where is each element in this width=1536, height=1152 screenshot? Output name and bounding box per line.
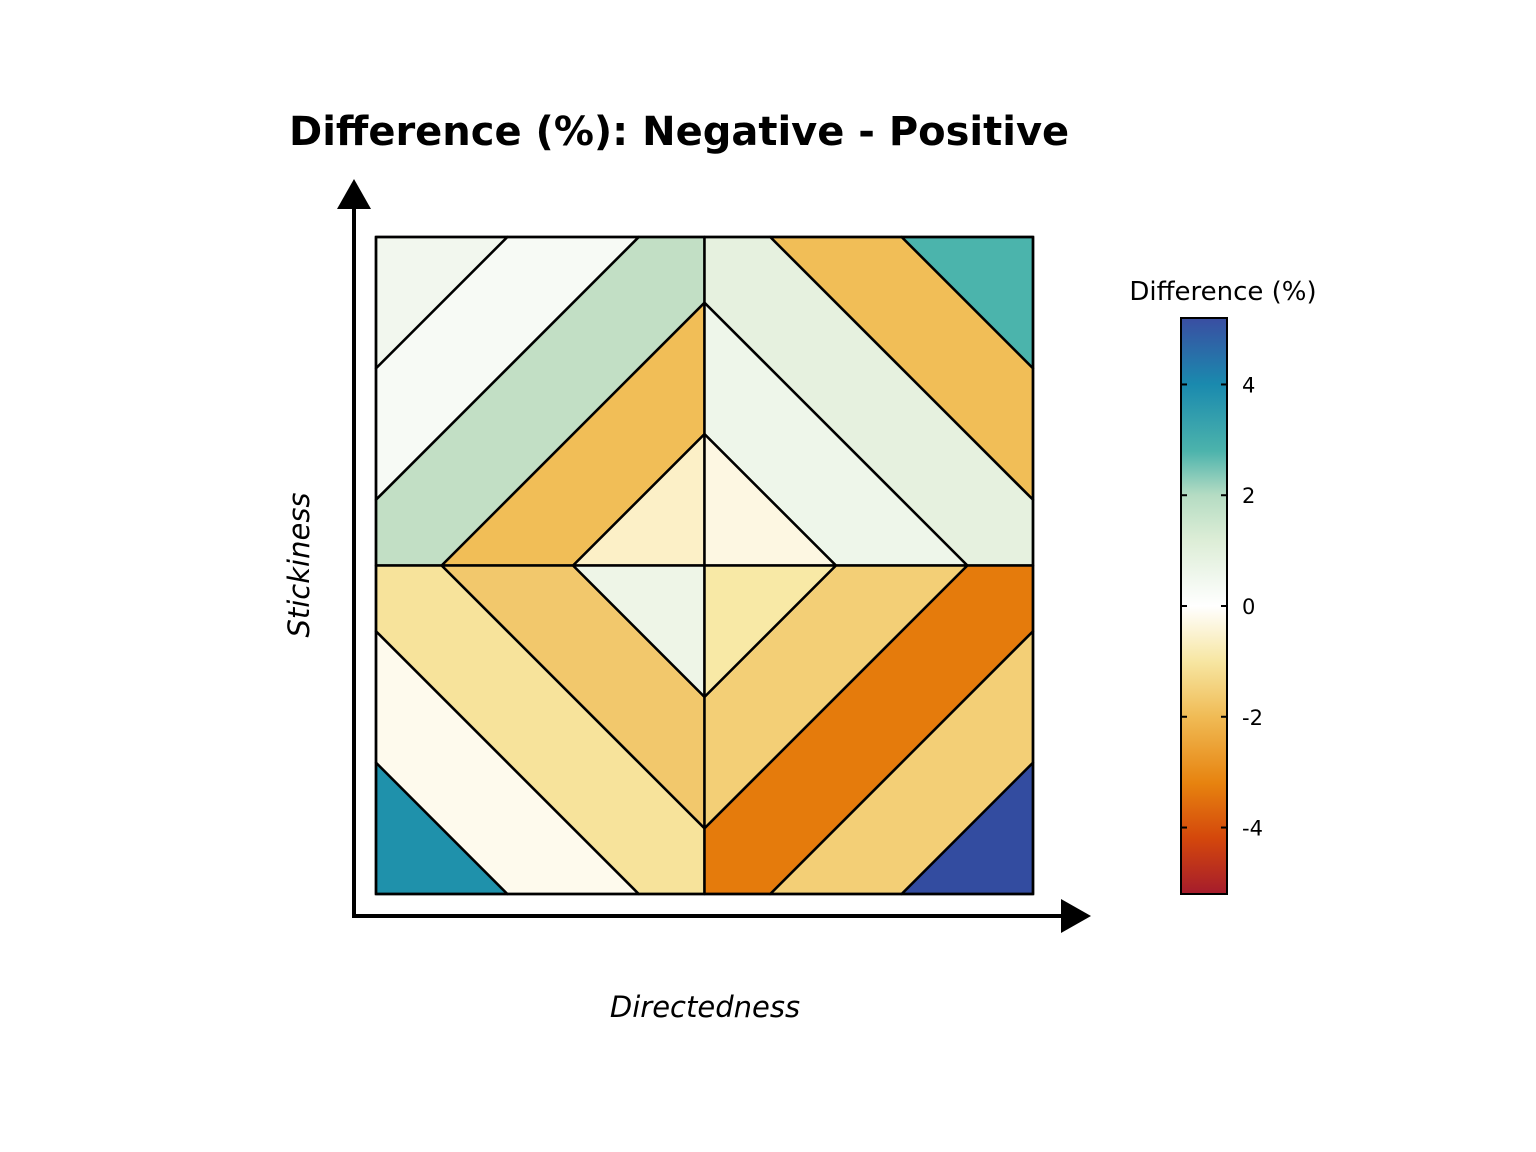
axis-arrows <box>337 179 1091 933</box>
heatmap-cells <box>374 235 1035 896</box>
x-axis-arrowhead <box>1061 899 1091 933</box>
heatmap-band-bottom-right-5 <box>703 564 838 699</box>
legend-title: Difference (%) <box>1129 277 1316 307</box>
y-axis-arrowhead <box>337 179 371 209</box>
colorbar-tick-label: 0 <box>1242 595 1255 619</box>
colorbar-tick-label: -2 <box>1242 706 1263 730</box>
colorbar-tick-label: -4 <box>1242 817 1263 841</box>
colorbar <box>1180 317 1228 895</box>
chart-title: Difference (%): Negative - Positive <box>289 109 1069 155</box>
y-axis-label: Stickiness <box>282 492 316 637</box>
heatmap-border <box>374 235 1035 896</box>
colorbar-tick-label: 4 <box>1242 373 1255 397</box>
colorbar-tick-label: 2 <box>1242 484 1255 508</box>
x-axis-label: Directedness <box>610 990 800 1024</box>
colorbar-ticks: 4 2 0 -2 -4 <box>1181 373 1263 841</box>
colorbar-legend: Difference (%) 4 2 0 -2 -4 <box>1129 277 1317 895</box>
